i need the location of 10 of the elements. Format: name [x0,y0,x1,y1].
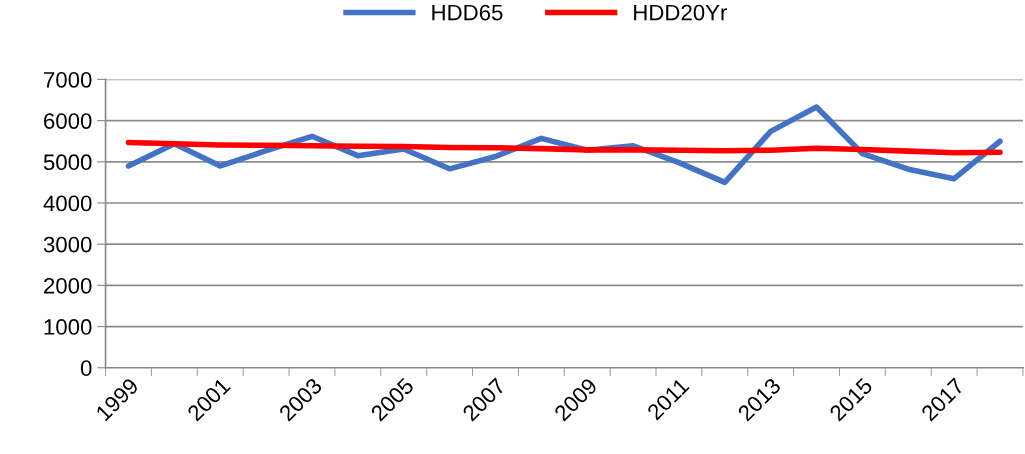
y-tick-label: 7000 [44,71,92,88]
legend-label: HDD65 [432,4,503,21]
y-tick-label: 6000 [44,113,92,129]
y-tick-label: 4000 [43,195,92,212]
y-tick-label: 3000 [43,236,92,253]
y-tick-label: 1000 [44,319,92,335]
y-tick-label: 2000 [44,277,92,294]
legend-label: HDD20Yr [634,4,728,21]
y-tick-label: 5000 [43,154,92,171]
y-tick-label: 0 [80,360,92,377]
